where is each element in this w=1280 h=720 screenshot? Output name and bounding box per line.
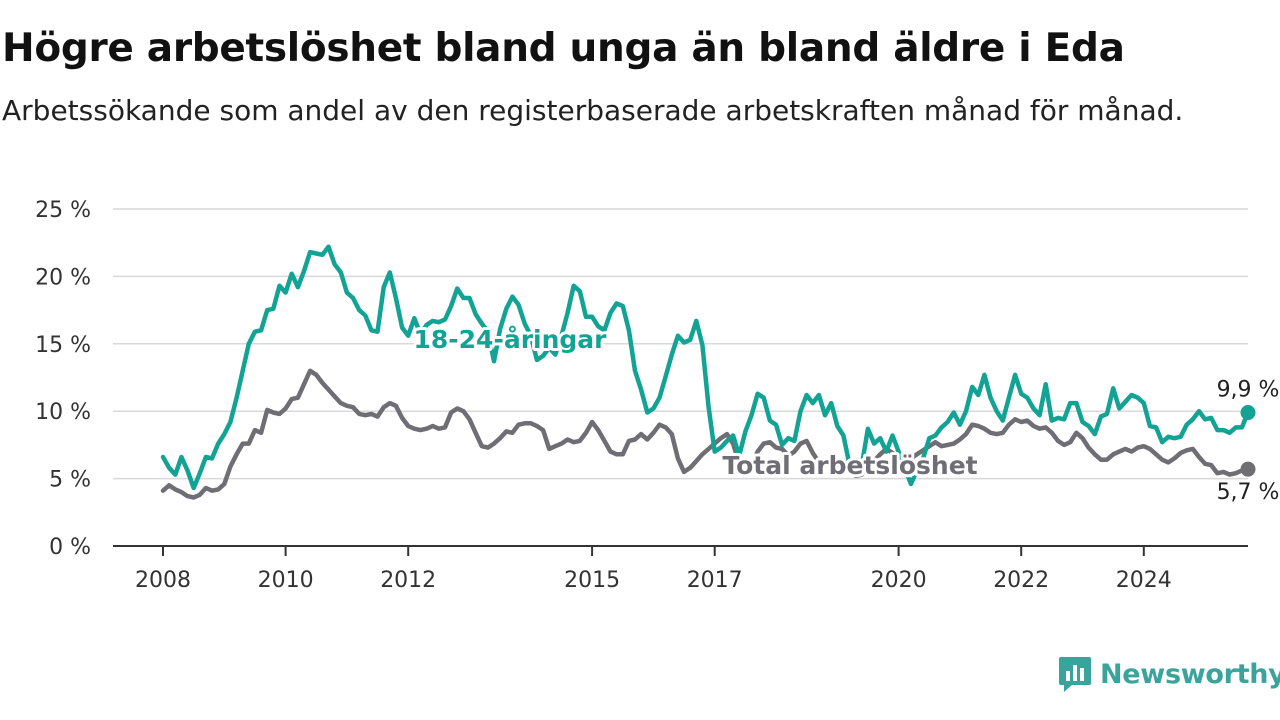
series-label-youth: 18-24-åringar xyxy=(414,325,608,354)
y-axis-ticks: 0 % 5 % 10 % 15 % 20 % 25 % xyxy=(35,198,91,560)
end-label-youth: 9,9 % xyxy=(1217,378,1280,403)
y-tick-label: 15 % xyxy=(35,333,91,358)
y-tick-label: 5 % xyxy=(49,468,91,493)
y-tick-label: 20 % xyxy=(35,265,91,290)
chart-subtitle: Arbetssökande som andel av den registerb… xyxy=(2,94,1184,127)
series-line-youth xyxy=(160,244,1251,491)
y-tick-label: 10 % xyxy=(35,400,91,425)
brand-logo: Newsworthy xyxy=(1058,654,1280,694)
x-tick-label: 2008 xyxy=(135,568,191,593)
series-end-point xyxy=(1240,461,1256,477)
x-axis-ticks: 2008 2010 2012 2015 2017 2020 2022 2024 xyxy=(135,546,1172,593)
y-tick-label: 25 % xyxy=(35,198,91,223)
x-tick-label: 2015 xyxy=(564,568,620,593)
series-line-total xyxy=(160,368,1251,500)
x-tick-label: 2020 xyxy=(871,568,927,593)
grid-lines xyxy=(113,208,1248,547)
x-tick-label: 2012 xyxy=(380,568,436,593)
end-label-total: 5,7 % xyxy=(1217,480,1280,505)
line-chart: 0 %5 %10 %15 %20 %25 % 2008 2010 2012 2015 2… xyxy=(35,198,1280,593)
x-tick-label: 2010 xyxy=(258,568,314,593)
newsworthy-chart-icon xyxy=(1059,657,1091,692)
brand-name: Newsworthy xyxy=(1100,658,1280,690)
series-labels: 18-24-åringar Total arbetslöshet 9,9 % 5,7 … xyxy=(411,322,1280,505)
x-tick-label: 2017 xyxy=(687,568,743,593)
series-lines xyxy=(160,244,1256,500)
series-end-point xyxy=(1240,405,1256,421)
x-tick-label: 2022 xyxy=(993,568,1049,593)
series-label-total: Total arbetslöshet xyxy=(722,451,977,480)
chart-title: Högre arbetslöshet bland unga än bland ä… xyxy=(2,26,1125,71)
y-tick-label: 0 % xyxy=(49,535,91,560)
x-tick-label: 2024 xyxy=(1116,568,1172,593)
